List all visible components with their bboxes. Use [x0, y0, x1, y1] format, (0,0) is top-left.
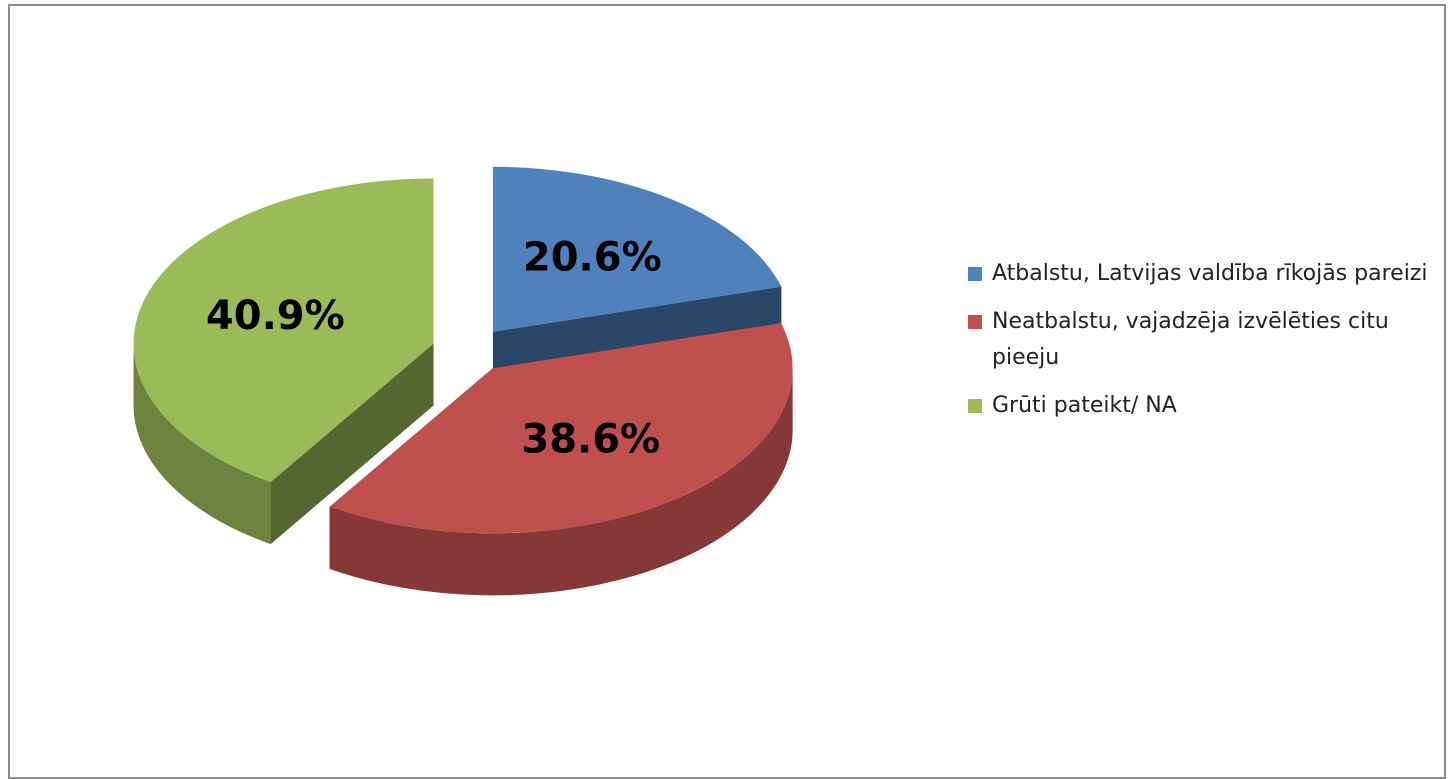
legend-label: Atbalstu, Latvijas valdība rīkojās parei… — [992, 261, 1428, 286]
legend-label: Grūti pateikt/ NA — [992, 393, 1177, 418]
legend-item: Neatbalstu, vajadzēja izvēlēties citu pi… — [968, 304, 1428, 376]
legend-item: Grūti pateikt/ NA — [968, 388, 1428, 424]
data-label: 38.6% — [521, 416, 660, 462]
slice-wall — [329, 368, 793, 596]
legend-swatch — [968, 315, 982, 329]
pie-slice — [329, 323, 793, 534]
legend-label: Neatbalstu, vajadzēja izvēlēties citu pi… — [992, 309, 1389, 370]
pie-slice — [492, 166, 782, 332]
legend-swatch — [968, 267, 982, 281]
slice-wall — [133, 343, 271, 545]
legend-item: Atbalstu, Latvijas valdība rīkojās parei… — [968, 256, 1428, 292]
legend-swatch — [968, 399, 982, 413]
legend: Atbalstu, Latvijas valdība rīkojās parei… — [968, 256, 1428, 436]
slice-walls — [133, 343, 793, 596]
data-labels: 20.6% 38.6% 40.9% — [206, 234, 662, 462]
data-label: 40.9% — [206, 293, 345, 339]
data-label: 20.6% — [523, 234, 662, 280]
pie-slice — [133, 178, 434, 483]
slice-tops — [133, 166, 793, 534]
slice-side — [270, 343, 434, 545]
